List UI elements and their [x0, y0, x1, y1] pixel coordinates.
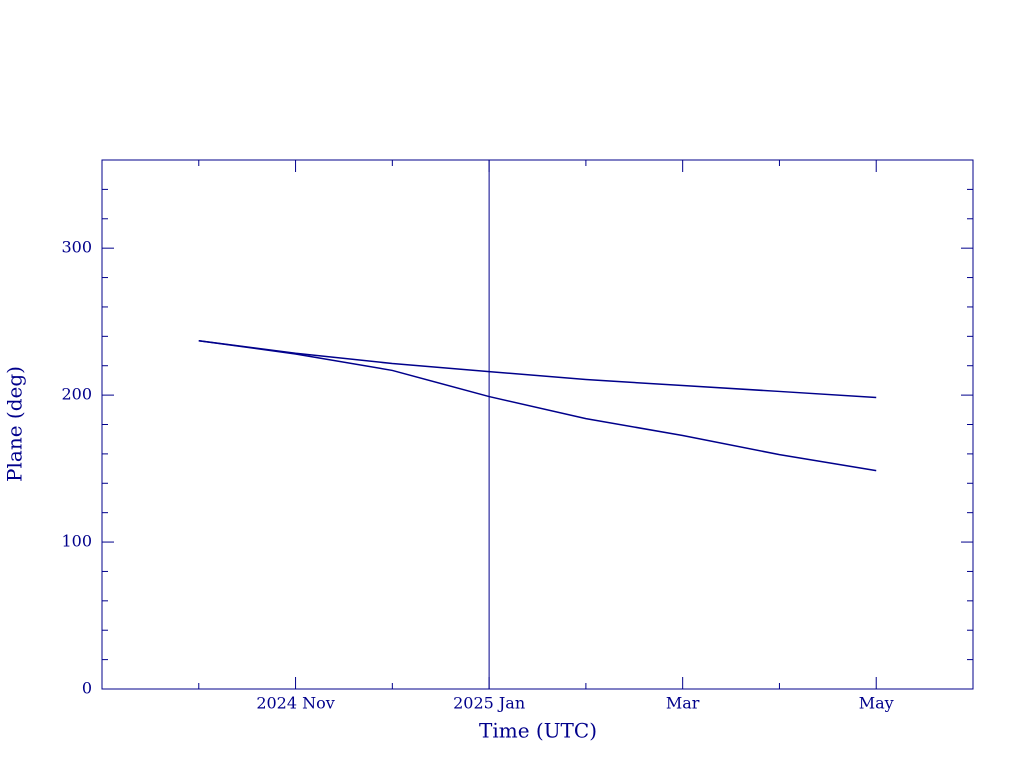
y-tick-label: 300 — [61, 238, 92, 257]
series-line — [198, 339, 877, 399]
x-axis-title: Time (UTC) — [479, 719, 597, 743]
x-tick-label: 2024 Nov — [256, 694, 334, 713]
x-tick-label: May — [859, 694, 894, 713]
x-tick-label: 2025 Jan — [453, 694, 525, 713]
plot-frame — [101, 159, 974, 690]
y-tick-label: 100 — [61, 532, 92, 551]
series-line — [198, 339, 877, 472]
y-tick-label: 0 — [82, 679, 92, 698]
x-tick-label: Mar — [666, 694, 700, 713]
y-axis-title: Plane (deg) — [3, 366, 27, 482]
y-tick-label: 200 — [61, 385, 92, 404]
